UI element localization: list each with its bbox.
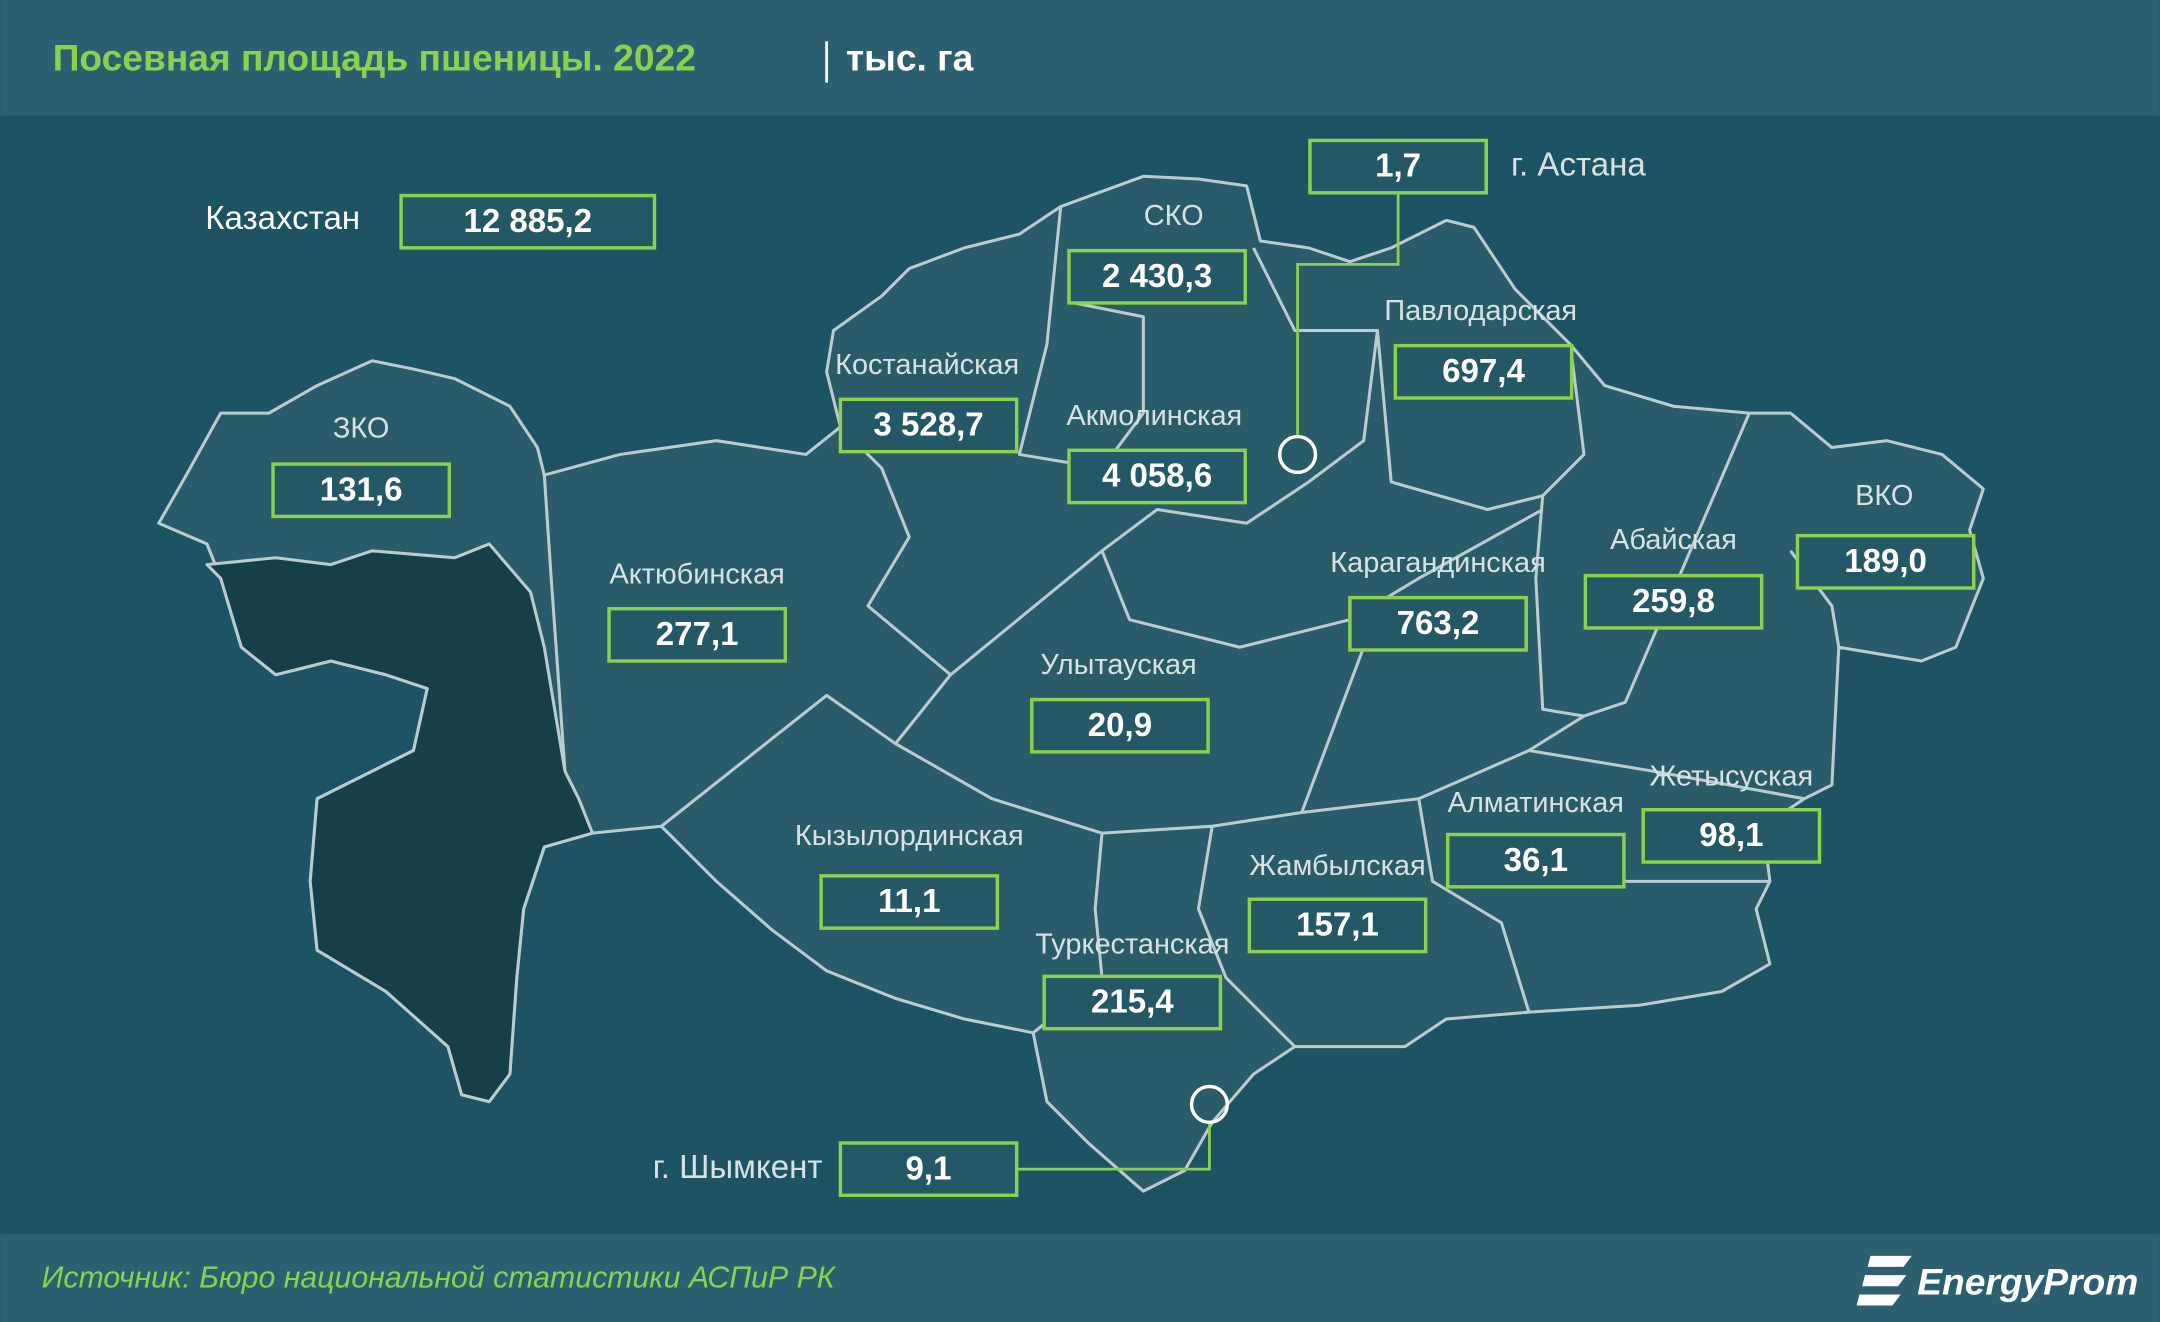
value-label: 189,0 [1844,543,1927,580]
value-box [819,874,1000,930]
value-box [1247,897,1428,954]
value-label: 9,1 [906,1150,952,1187]
logo-icon [1856,1255,1912,1306]
value-label: 3 528,7 [873,407,983,444]
value-label: 98,1 [1699,817,1763,854]
city-name: г. Астана [1511,146,1646,183]
value-label: 12 885,2 [463,203,592,240]
value-label: 1,7 [1375,148,1421,185]
region-name: Павлодарская [1384,295,1577,327]
region-name: Карагандинская [1330,547,1545,579]
value-label: 20,9 [1088,707,1152,744]
labels: Казахстан 12 885,2 СКО 2 430,3 Павлодарская 6… [205,138,1976,1198]
value-label: 131,6 [320,471,403,508]
region-name: Актюбинская [610,558,785,590]
value-label: 36,1 [1504,842,1568,879]
country-label: Казахстан [205,200,360,237]
value-box [1308,138,1488,195]
region-name: Кызылординская [795,820,1024,852]
value-box [1067,448,1247,505]
title: Посевная площадь пшеницы. 2022 [53,36,696,78]
value-label: 11,1 [878,883,941,920]
western-regions [205,542,595,1104]
source: Источник: Бюро национальной статистики А… [42,1261,837,1294]
region-name: СКО [1144,200,1204,232]
region-name: Туркестанская [1035,929,1229,961]
value-box [1067,248,1247,305]
city-marker [1277,434,1318,475]
value-box [838,397,1019,454]
city-marker [1189,1084,1230,1125]
value-box [1795,533,1976,590]
value-label: 259,8 [1632,583,1715,620]
leader-line [1016,1122,1211,1171]
value-box [1030,697,1210,754]
unit: тыс. га [846,36,974,78]
value-box [1042,974,1223,1031]
region-name: Жетысуская [1650,761,1814,793]
value-label: 4 058,6 [1102,458,1212,495]
leader-line [1296,192,1400,436]
header-band [0,0,2160,116]
value-box [838,1141,1019,1198]
logo: EnergyProm [1856,1255,2138,1306]
region-name: ВКО [1855,480,1913,512]
region-name: Алматинская [1448,787,1624,819]
value-box [607,606,788,663]
value-label: 697,4 [1442,353,1525,390]
value-label: 157,1 [1296,907,1379,944]
value-box [271,462,452,519]
logo-text: EnergyProm [1917,1261,2138,1303]
region-name: Акмолинская [1067,400,1243,432]
value-label: 277,1 [656,616,739,653]
value-box [1445,832,1626,889]
value-box [399,193,657,250]
value-label: 2 430,3 [1102,258,1212,295]
value-box [1583,573,1764,630]
value-label: 215,4 [1091,984,1174,1021]
value-box [1393,343,1574,400]
footer-band [0,1233,2160,1322]
region-name: Костанайская [835,349,1019,381]
region-name: ЗКО [333,412,389,444]
value-label: 763,2 [1397,605,1480,642]
region-name: Абайская [1610,524,1737,556]
region-name: Жамбылская [1249,850,1425,882]
value-box [1641,808,1822,864]
region-name: Улытауская [1040,649,1196,681]
value-box [1348,595,1528,652]
city-name: г. Шымкент [653,1149,823,1186]
